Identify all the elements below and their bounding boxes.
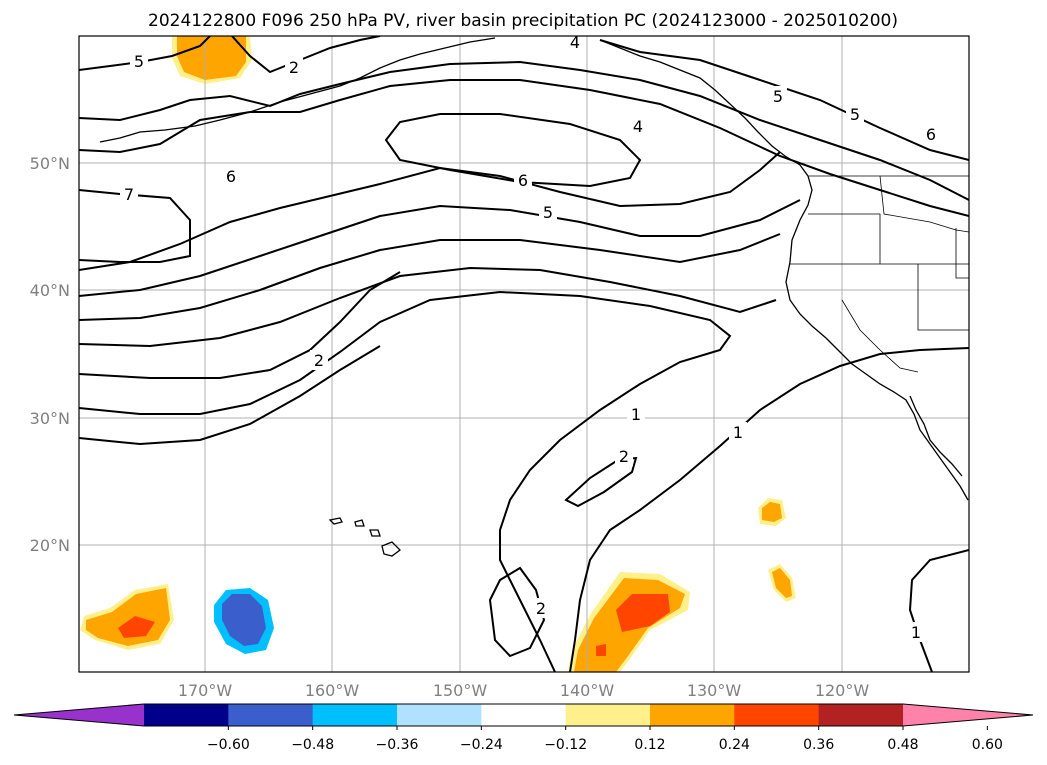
map-area: 5 2 4 4 5 5 6 6 6 7 5 2 1 1: [79, 33, 969, 672]
pv-contour-label: 6: [926, 125, 936, 144]
colorbar-swatch: [481, 704, 567, 726]
lat-label: 30°N: [30, 409, 70, 428]
lat-label: 40°N: [30, 281, 70, 300]
colorbar-tick-label: −0.60: [207, 737, 250, 753]
lon-label: 170°W: [178, 681, 233, 700]
lon-label: 130°W: [687, 681, 742, 700]
pv-contour-label: 5: [134, 52, 144, 71]
colorbar-tick-label: 0.60: [972, 737, 1003, 753]
pv-contour-label: 4: [633, 117, 643, 136]
lat-label: 50°N: [30, 154, 70, 173]
colorbar-swatch: [228, 704, 314, 726]
pv-contour-label: 5: [773, 87, 783, 106]
pv-contour-label: 4: [570, 33, 580, 52]
colorbar-tick-label: 0.36: [803, 737, 834, 753]
pv-contour-label: 1: [733, 423, 743, 442]
lon-labels: 170°W 160°W 150°W 140°W 130°W 120°W: [178, 681, 870, 700]
pv-contour-label: 1: [911, 623, 921, 642]
colorbar-swatch: [397, 704, 482, 726]
lat-labels: 50°N 40°N 30°N 20°N: [30, 154, 70, 555]
colorbar-tick-label: −0.12: [544, 737, 587, 753]
pv-contour-label: 6: [226, 167, 236, 186]
colorbar-tick-label: 0.48: [887, 737, 918, 753]
pv-contour-label: 7: [124, 185, 134, 204]
lon-label: 150°W: [433, 681, 488, 700]
pv-contours: [79, 36, 969, 672]
lon-label: 140°W: [560, 681, 615, 700]
coastlines: [99, 37, 969, 557]
colorbar-swatch: [734, 704, 820, 726]
colorbar-tick-label: −0.36: [376, 737, 419, 753]
lat-label: 20°N: [30, 536, 70, 555]
colorbar-swatch: [818, 704, 904, 726]
colorbar-outline: [13, 703, 1034, 727]
colorbar-tick-label: 0.24: [719, 737, 750, 753]
colorbar-tick-label: −0.24: [460, 737, 503, 753]
precip-shading: [80, 36, 796, 672]
pv-contour-label: 1: [631, 405, 641, 424]
colorbar-tick-label: −0.48: [291, 737, 334, 753]
colorbar-swatch: [144, 704, 229, 726]
graticule: [79, 36, 969, 672]
map-frame: [78, 35, 970, 673]
colorbar-swatch: [565, 704, 651, 726]
pv-contour-label: 2: [289, 58, 299, 77]
colorbar-tick-label: 0.12: [634, 737, 665, 753]
pv-contour-label: 2: [619, 447, 629, 466]
pv-contour-label-group: 5 2 4 4 5 5 6 6 6 7 5 2 1 1: [120, 33, 940, 642]
colorbar-swatch: [650, 704, 735, 726]
pv-contour-label: 2: [536, 599, 546, 618]
pv-contour-label: 6: [518, 171, 528, 190]
pv-contour-label: 5: [543, 203, 553, 222]
map-title: 2024122800 F096 250 hPa PV, river basin …: [148, 11, 898, 31]
lon-label: 160°W: [305, 681, 360, 700]
pv-contour-label: 5: [850, 105, 860, 124]
colorbar: −0.60 −0.48 −0.36 −0.24 −0.12 0.12 0.24 0.36 0.4…: [13, 703, 1034, 753]
colorbar-extend-low: [14, 704, 144, 726]
colorbar-swatch: [312, 704, 398, 726]
lon-label: 120°W: [815, 681, 870, 700]
pv-contour-label: 2: [314, 351, 324, 370]
colorbar-extend-high: [903, 704, 1033, 726]
